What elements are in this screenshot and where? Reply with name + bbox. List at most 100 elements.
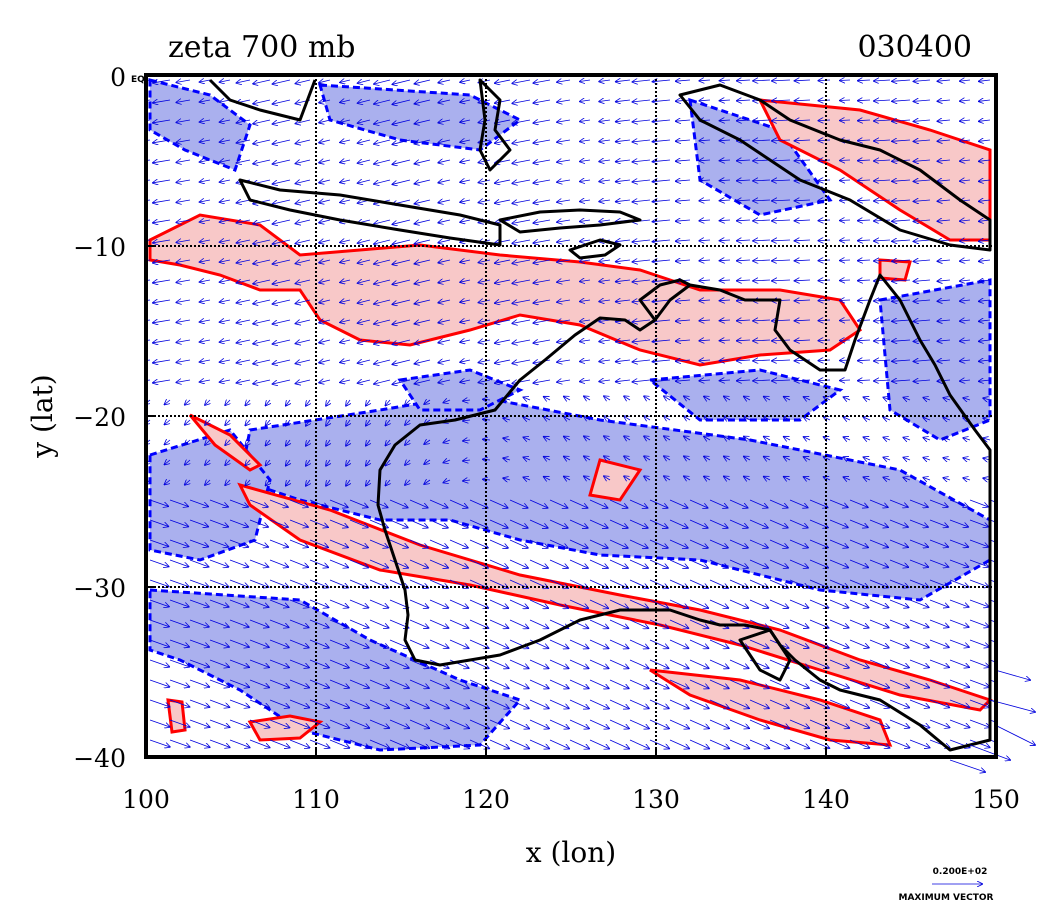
wind-vector	[963, 438, 971, 440]
wind-vector	[189, 659, 209, 667]
wind-vector	[989, 579, 996, 583]
wind-vector	[969, 639, 989, 647]
wind-vector	[503, 458, 511, 460]
wind-vector	[409, 739, 429, 748]
wind-vector	[319, 80, 331, 83]
wind-vector	[892, 140, 911, 141]
wind-vector	[795, 300, 811, 301]
wind-vector	[389, 519, 408, 528]
wind-vector	[220, 360, 231, 362]
wind-vector	[329, 519, 348, 527]
wind-vector	[969, 539, 988, 547]
wind-vector	[509, 599, 528, 608]
wind-vector	[220, 140, 231, 142]
wind-vector	[633, 320, 651, 322]
wind-vector	[669, 639, 688, 648]
wind-vector	[296, 280, 311, 284]
wind-vector	[889, 599, 909, 607]
wind-vector	[704, 477, 711, 481]
wind-vector	[205, 420, 210, 425]
wind-vector	[649, 639, 668, 648]
wind-vector	[245, 480, 250, 485]
wind-vector	[795, 220, 811, 221]
wind-vector	[979, 140, 991, 141]
wind-vector	[534, 340, 551, 343]
wind-vector	[415, 339, 431, 344]
wind-vector	[849, 679, 869, 688]
wind-vector	[729, 539, 748, 548]
wind-vector	[844, 397, 851, 400]
wind-vector	[589, 679, 609, 688]
wind-vector	[165, 460, 170, 464]
wind-vector	[744, 397, 751, 400]
wind-vector	[616, 360, 631, 362]
wind-vector	[495, 100, 511, 103]
wind-vector	[153, 220, 171, 223]
wind-vector	[273, 359, 291, 364]
wind-vector	[557, 300, 571, 302]
wind-vector	[512, 360, 531, 363]
wind-vector	[969, 659, 989, 667]
wind-vector	[509, 719, 529, 729]
wind-vector	[366, 419, 370, 426]
wind-vector	[609, 739, 629, 749]
wind-vector	[929, 659, 949, 667]
wind-vector	[346, 419, 350, 426]
wind-vector	[769, 559, 788, 568]
wind-vector	[938, 220, 951, 221]
wind-vector	[969, 519, 988, 527]
wind-vector	[969, 719, 990, 727]
wind-vector	[460, 340, 471, 342]
wind-vector	[349, 719, 369, 728]
wind-vector	[489, 539, 508, 548]
wind-vector	[549, 559, 568, 568]
wind-vector	[943, 398, 951, 400]
wind-vector	[374, 239, 391, 244]
wind-vector	[349, 599, 368, 608]
wind-vector	[534, 380, 551, 383]
wind-vector	[489, 579, 508, 588]
wind-vector	[709, 739, 729, 748]
wind-vector	[369, 599, 388, 608]
wind-vector	[676, 140, 691, 141]
wind-vector	[469, 499, 488, 508]
wind-vector	[449, 519, 468, 528]
wind-vector	[943, 478, 951, 480]
wind-vector	[253, 219, 271, 224]
wind-vector	[624, 476, 631, 480]
wind-vector	[469, 659, 489, 668]
wind-vector	[772, 180, 791, 181]
wind-vector	[273, 299, 291, 304]
x-tick-labels: 100 110 120 130 140 150	[122, 785, 1020, 814]
wind-vector	[689, 719, 709, 728]
wind-vector	[374, 299, 391, 304]
wind-vector	[829, 739, 849, 748]
wind-vector	[409, 579, 428, 588]
wind-vector	[438, 340, 451, 343]
wind-vector	[249, 499, 268, 507]
wind-vector	[534, 300, 551, 303]
wind-vector	[858, 380, 871, 381]
wind-vector	[699, 300, 711, 301]
wind-vector	[649, 619, 668, 628]
wind-vector	[489, 499, 508, 508]
wind-vector	[529, 679, 549, 688]
wind-vector	[869, 539, 888, 547]
wind-vector	[429, 719, 449, 728]
wind-vector	[512, 200, 531, 203]
wind-vector	[629, 619, 648, 628]
coastline-arnhem	[638, 278, 691, 321]
wind-vector	[326, 479, 330, 486]
wind-vector	[549, 679, 569, 688]
wind-vector	[449, 679, 469, 688]
wind-vector	[960, 340, 971, 341]
wind-vector	[269, 639, 289, 647]
wind-vector	[709, 499, 728, 508]
wind-vector	[220, 260, 231, 262]
wind-vector	[177, 320, 191, 322]
wind-vector	[709, 699, 729, 708]
wind-vector	[609, 559, 628, 568]
wind-vector	[409, 699, 429, 708]
wind-vector	[874, 140, 891, 141]
wind-vector	[874, 360, 891, 361]
